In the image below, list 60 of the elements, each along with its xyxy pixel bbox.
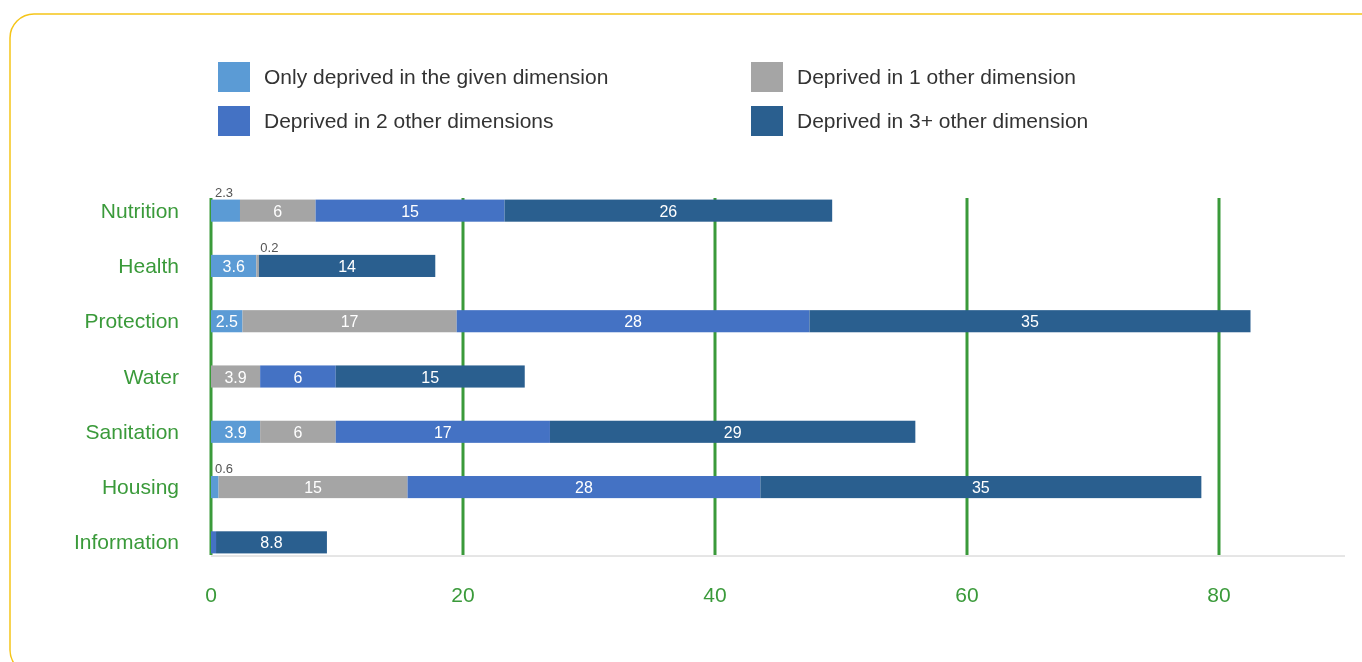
y-tick-label: Water [123,364,179,388]
x-tick-label: 80 [1207,583,1231,606]
data-label: 15 [421,368,440,386]
data-label: 6 [293,368,303,386]
bar [335,365,525,388]
bar [216,531,327,554]
bar [760,476,1202,499]
bar [335,420,550,443]
legend-label: Deprived in 2 other dimensions [264,109,554,132]
data-label: 0.6 [215,461,234,477]
data-label: 35 [1021,313,1039,331]
bar [211,476,219,499]
bar [315,199,505,222]
x-tick-label: 60 [955,583,979,606]
y-tick-label: Health [118,253,179,277]
y-tick-label: Information [73,530,179,554]
data-label: 17 [433,423,452,441]
data-label: 6 [293,423,303,441]
data-label: 26 [659,202,678,220]
data-label: 2.5 [215,313,238,331]
bar [211,199,240,222]
bar [809,310,1251,333]
bar [260,420,336,443]
legend-label: Deprived in 3+ other dimension [797,109,1089,132]
data-label: 17 [340,313,359,331]
data-label: 28 [624,313,643,331]
legend-label: Only deprived in the given dimension [264,65,609,88]
data-label: 15 [304,479,323,497]
data-label: 8.8 [260,534,283,552]
y-tick-label: Nutrition [100,198,179,222]
legend-label: Deprived in 1 other dimension [797,65,1076,88]
y-tick-label: Housing [101,475,179,499]
bar [504,199,833,222]
y-tick-label: Sanitation [85,419,179,443]
data-label: 0.2 [260,239,279,255]
x-tick-label: 20 [451,583,475,606]
bar [407,476,761,499]
data-label: 3.6 [222,257,245,275]
data-label: 2.3 [215,184,234,200]
bar [211,365,261,388]
bar [256,254,259,277]
data-label: 29 [723,423,742,441]
bar [549,420,916,443]
data-label: 28 [575,479,593,497]
data-label: 35 [971,479,990,497]
data-label: 14 [338,257,357,275]
data-label: 15 [401,202,420,220]
bar [260,365,336,388]
x-tick-label: 40 [703,583,727,606]
x-tick-label: 0 [205,583,217,606]
data-label: 3.9 [224,423,247,441]
y-tick-label: Protection [84,309,179,333]
bar [211,531,217,554]
bar [456,310,810,333]
bar [242,310,457,333]
bar [218,476,408,499]
bar [239,199,316,222]
data-label: 6 [273,202,283,220]
data-label: 3.9 [224,368,247,386]
bar [258,254,436,277]
